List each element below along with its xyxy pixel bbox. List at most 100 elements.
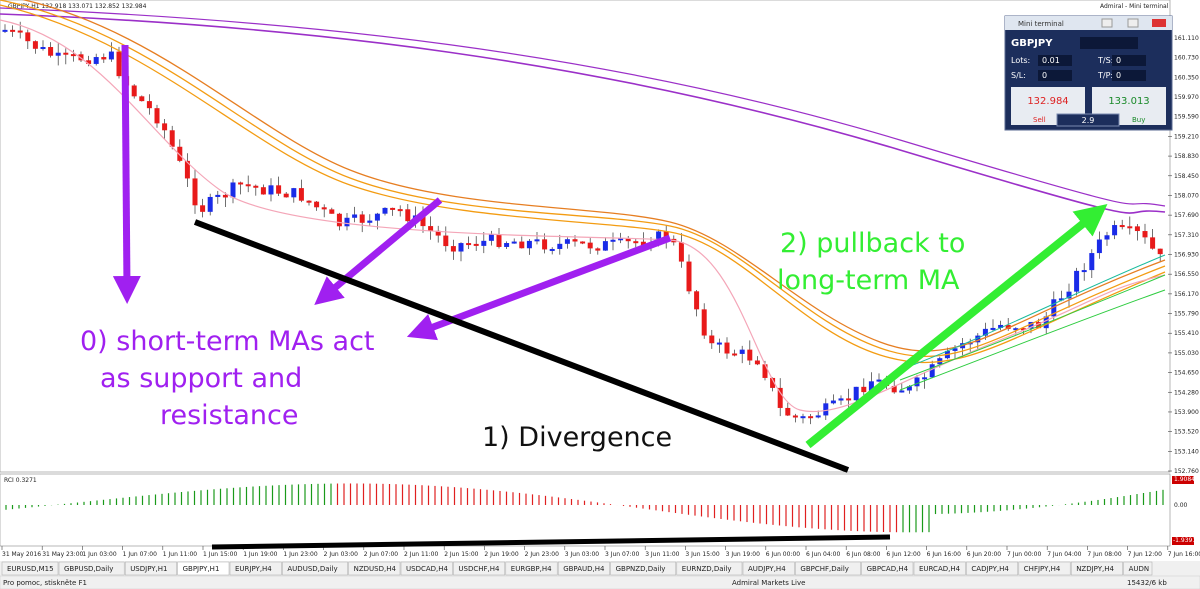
time-label: 31 May 23:00 [42, 551, 83, 558]
price-label: 154.650 [1174, 370, 1199, 377]
candle-body [694, 291, 700, 310]
symbol: GBPJPY [1011, 38, 1053, 49]
tab[interactable] [795, 561, 861, 576]
price-label: 158.830 [1174, 153, 1199, 160]
tab[interactable] [400, 561, 453, 576]
buy-price: 133.013 [1108, 96, 1149, 107]
candle-body [200, 205, 206, 212]
indicator-label: RCI 0.3271 [4, 477, 37, 484]
candle-body [785, 407, 791, 416]
candle-body [1104, 235, 1110, 240]
candle-body [306, 200, 312, 203]
time-label: 2 Jun 07:00 [364, 551, 398, 558]
candle-body [580, 241, 586, 244]
candle-body [929, 364, 935, 378]
candle-body [314, 201, 320, 208]
close-button[interactable] [1152, 19, 1166, 27]
candle-body [390, 207, 396, 210]
input[interactable] [1038, 55, 1072, 66]
time-label: 2 Jun 19:00 [484, 551, 518, 558]
button[interactable] [1101, 18, 1113, 28]
tab[interactable] [742, 561, 795, 576]
time-label: 6 Jun 08:00 [846, 551, 880, 558]
tab[interactable] [282, 561, 348, 576]
candle-body [131, 85, 137, 97]
candle-body [625, 238, 631, 242]
value: 0 [1116, 71, 1121, 80]
candle-body [1142, 231, 1148, 238]
input[interactable] [1112, 55, 1146, 66]
price-label: 161.110 [1174, 35, 1199, 42]
candle-body [557, 243, 563, 249]
tab[interactable] [913, 561, 966, 576]
candle-body [549, 248, 555, 251]
tab[interactable] [177, 561, 230, 576]
value: 0.01 [1042, 56, 1060, 65]
candle-body [640, 241, 646, 246]
tab[interactable] [348, 561, 401, 576]
time-label: 6 Jun 04:00 [806, 551, 840, 558]
tab[interactable] [1018, 561, 1071, 576]
input[interactable] [1112, 70, 1146, 81]
tab-label: GBPCHF,Daily [800, 565, 849, 573]
tab[interactable] [229, 561, 282, 576]
candle-body [1051, 299, 1057, 317]
tab-label: AUDN [1129, 565, 1150, 573]
tab[interactable] [58, 561, 125, 576]
tab[interactable] [124, 561, 177, 576]
candle-body [108, 51, 114, 60]
tab[interactable] [966, 561, 1019, 576]
candle-body [504, 243, 510, 247]
candle-body [534, 239, 540, 242]
candle-body [830, 400, 836, 404]
tab[interactable] [557, 561, 610, 576]
candle-body [633, 241, 639, 244]
candle-body [519, 241, 525, 249]
candle-body [397, 209, 403, 212]
annotation: long-term MA [777, 265, 960, 296]
candle-body [1020, 328, 1026, 331]
tab[interactable] [1123, 561, 1153, 576]
tab-label: NZDUSD,H4 [354, 565, 397, 573]
time-label: 6 Jun 20:00 [967, 551, 1001, 558]
tab[interactable] [610, 561, 677, 576]
tab[interactable] [676, 561, 743, 576]
candle-body [101, 57, 107, 60]
candle-body [1013, 328, 1019, 331]
tab[interactable] [453, 561, 506, 576]
tab-label: GBPAUD,H4 [563, 565, 605, 573]
status-help: Pro pomoc, stiskněte F1 [3, 579, 87, 587]
ma [0, 0, 1166, 357]
candle-body [610, 239, 616, 242]
candle-body [162, 123, 168, 131]
indicator-axis: 0.00 [1174, 502, 1188, 509]
price-label: 156.930 [1174, 252, 1199, 259]
candle-body [732, 353, 738, 356]
candle-body [914, 377, 920, 387]
tab[interactable] [861, 561, 914, 576]
candle-body [291, 188, 297, 198]
input[interactable] [1038, 70, 1072, 81]
candle-body [1058, 298, 1064, 301]
candle-body [1119, 225, 1125, 228]
candle-body [1074, 270, 1080, 292]
price-label: 153.900 [1174, 409, 1199, 416]
symbol-field[interactable] [1080, 37, 1138, 49]
candle-body [230, 182, 236, 198]
annotation: as support and [100, 363, 302, 394]
candle-body [55, 52, 61, 56]
tab[interactable] [1070, 561, 1123, 576]
tab[interactable] [505, 561, 558, 576]
candle-body [716, 342, 722, 345]
candle-body [906, 386, 912, 391]
candle-body [268, 185, 274, 195]
candle-body [952, 348, 958, 351]
candle-body [207, 196, 213, 212]
candle-body [656, 231, 662, 246]
label: S/L: [1011, 71, 1026, 80]
tab[interactable] [1, 561, 59, 576]
candle-body [146, 101, 152, 109]
tab-label: USDCHF,H4 [458, 565, 500, 573]
button[interactable] [1127, 18, 1139, 28]
